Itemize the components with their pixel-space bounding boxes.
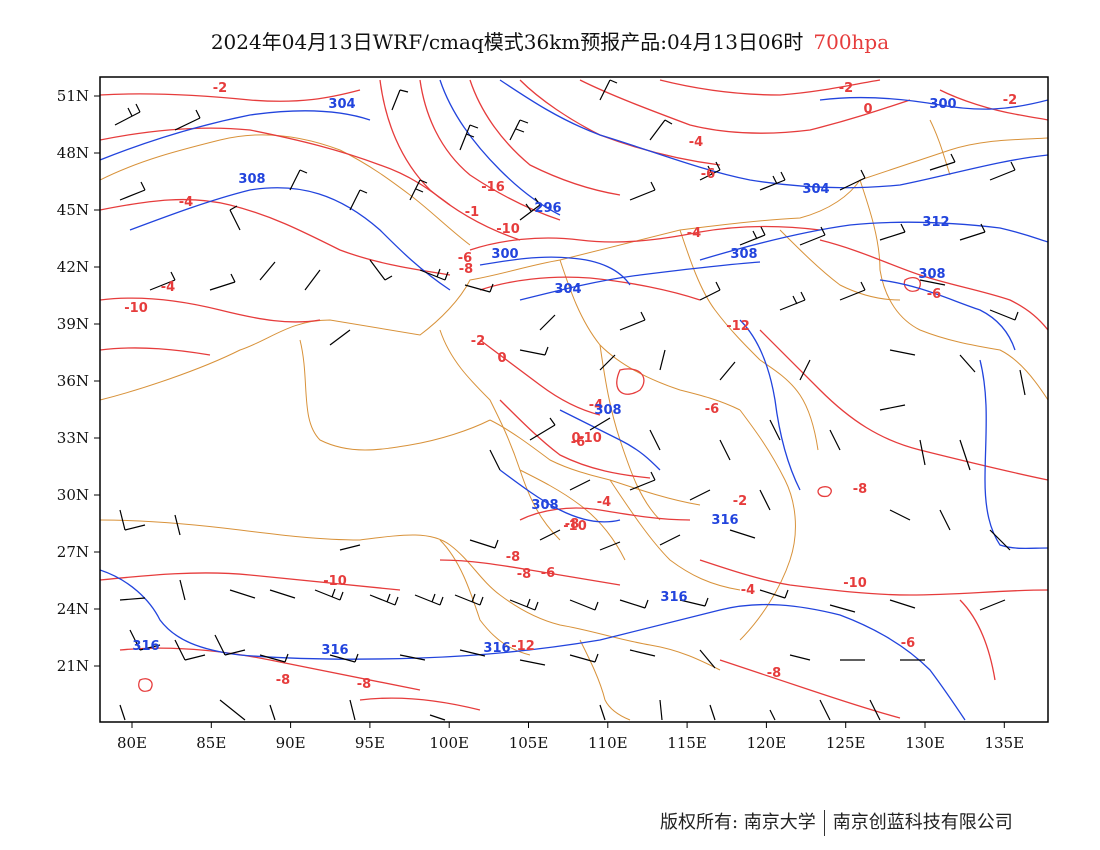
lon-tick-label: 125E	[826, 734, 866, 752]
lon-tick-label: 95E	[355, 734, 385, 752]
lon-tick-label: 105E	[509, 734, 549, 752]
geopotential-contour-label: 300	[491, 247, 518, 262]
temperature-contour-label: -4	[179, 195, 193, 210]
temperature-contour-label: -4	[589, 398, 603, 413]
geopotential-contour-label: 316	[132, 639, 159, 654]
temperature-contour-label: 0	[497, 351, 506, 366]
temperature-contour-label: -10	[843, 576, 867, 591]
temperature-contour-label: -8	[459, 262, 473, 277]
temperature-contour-label: -4	[161, 280, 175, 295]
geopotential-contour-label: 308	[531, 498, 558, 513]
lon-tick-label: 115E	[667, 734, 707, 752]
temperature-contour-label: -6	[571, 435, 585, 450]
temperature-contour-label: -8	[506, 550, 520, 565]
lon-tick-label: 80E	[117, 734, 147, 752]
geopotential-contour-label: 312	[922, 215, 949, 230]
temperature-contour-label: -8	[767, 666, 781, 681]
temperature-contour-label: 0	[863, 102, 872, 117]
geopotential-contour-label: 316	[321, 643, 348, 658]
temperature-contour-label: -10	[563, 519, 587, 534]
geopotential-contour-label: 304	[802, 182, 829, 197]
temperature-contour-label: -2	[733, 494, 747, 509]
temperature-contour-label: -1	[465, 205, 479, 220]
temperature-contours	[100, 79, 1048, 719]
lon-tick-label: 110E	[588, 734, 628, 752]
temperature-contour-label: -6	[458, 251, 472, 266]
temperature-contour-label: -8	[565, 517, 579, 532]
temperature-contour-label: -6	[901, 636, 915, 651]
temperature-contour-label: -6	[541, 566, 555, 581]
temperature-contour-label: -2	[213, 81, 227, 96]
temperature-contour-label: -8	[357, 677, 371, 692]
lat-tick-label: 39N	[57, 315, 89, 333]
lat-tick-label: 45N	[57, 201, 89, 219]
lat-tick-label: 21N	[57, 657, 89, 675]
temperature-contour-label: -4	[687, 226, 701, 241]
lon-tick-label: 85E	[196, 734, 226, 752]
copyright-text: 版权所有: 南京大学	[660, 812, 816, 833]
geopotential-contour-label: 296	[534, 201, 561, 216]
lon-tick-label: 135E	[985, 734, 1025, 752]
geopotential-contour-label: 304	[554, 282, 581, 297]
temperature-contour-label: -10	[496, 222, 520, 237]
temperature-contour-label: -6	[705, 402, 719, 417]
lon-tick-label: 100E	[429, 734, 469, 752]
temperature-contour-label: -6	[701, 167, 715, 182]
map-frame	[99, 76, 1049, 723]
lat-tick-label: 24N	[57, 600, 89, 618]
lon-tick-label: 120E	[747, 734, 787, 752]
temperature-contour-label: -16	[481, 180, 505, 195]
temperature-contour-label: -2	[839, 81, 853, 96]
geopotential-contour-label: 316	[660, 590, 687, 605]
lat-tick-label: 33N	[57, 429, 89, 447]
temperature-contour-label: -8	[276, 673, 290, 688]
lon-tick-label: 90E	[276, 734, 306, 752]
copyright-footer: 版权所有: 南京大学 南京创蓝科技有限公司	[660, 808, 1013, 836]
lat-tick-label: 42N	[57, 258, 89, 276]
pressure-level: 700hpa	[813, 30, 890, 54]
temperature-contour-label: -4	[689, 135, 703, 150]
geopotential-contour-label: 316	[483, 641, 510, 656]
lat-tick-label: 27N	[57, 543, 89, 561]
geopotential-contour-label: 308	[238, 172, 265, 187]
temperature-contour-label: -8	[853, 482, 867, 497]
temperature-contour-label: -8	[517, 567, 531, 582]
geopotential-labels: 304 300 308 296 300 304 304 308 308 312 308 308 316 3…	[132, 97, 956, 658]
political-borders	[100, 119, 1048, 721]
geopotential-contour-label: 308	[730, 247, 757, 262]
lat-tick-label: 36N	[57, 372, 89, 390]
geopotential-contour-label: 304	[328, 97, 355, 112]
temperature-contour-label: -2	[471, 334, 485, 349]
temperature-contour-label: -4	[597, 495, 611, 510]
temperature-contour-label: -12	[726, 319, 750, 334]
title-main: 2024年04月13日WRF/cmaq模式36km预报产品:04月13日06时	[210, 30, 804, 54]
temperature-contour-label: -10	[578, 431, 602, 446]
chart-title: 2024年04月13日WRF/cmaq模式36km预报产品:04月13日06时 7…	[0, 26, 1100, 55]
geopotential-contour-label: 308	[594, 403, 621, 418]
footer-separator	[823, 810, 825, 836]
temperature-contour-label: -2	[1003, 93, 1017, 108]
temperature-contour-label: 0	[571, 431, 580, 446]
lat-tick-label: 51N	[57, 87, 89, 105]
lat-tick-label: 48N	[57, 144, 89, 162]
geopotential-contour-label: 300	[929, 97, 956, 112]
geopotential-contours	[100, 79, 1048, 721]
geopotential-contour-label: 308	[918, 267, 945, 282]
latitude-axis: 51N 48N 45N 42N 39N 36N 33N 30N 27N 24N 21N	[57, 87, 100, 675]
temperature-contour-label: -10	[124, 301, 148, 316]
lon-tick-label: 130E	[905, 734, 945, 752]
temperature-labels: -2 -20-2-4-16-10-1-6-8-4-4-20-4 -6-6-4 -2-8…	[124, 81, 1017, 692]
temperature-contour-label: -6	[927, 287, 941, 302]
lat-tick-label: 30N	[57, 486, 89, 504]
geopotential-contour-label: 316	[711, 513, 738, 528]
temperature-contour-label: -12	[511, 639, 535, 654]
wind-barbs	[114, 79, 1026, 721]
company-name: 南京创蓝科技有限公司	[832, 812, 1013, 833]
longitude-axis: 80E 85E 90E 95E 100E 105E 110E 115E 120E 125E 130E…	[117, 722, 1024, 752]
temperature-contour-label: -4	[741, 583, 755, 598]
temperature-contour-label: -10	[323, 574, 347, 589]
